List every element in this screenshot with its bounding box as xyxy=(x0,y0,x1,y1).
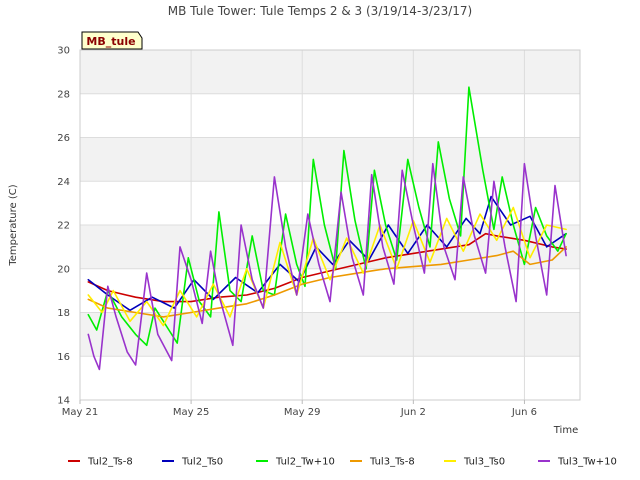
y-axis-title: Temperature (C) xyxy=(8,184,19,266)
plot-band xyxy=(80,137,580,182)
legend-label: Tul2_Ts0 xyxy=(181,457,223,468)
plot-band xyxy=(80,181,580,225)
legend-label: Tul2_Ts-8 xyxy=(87,457,133,468)
series-layer xyxy=(87,86,567,371)
chart-title: MB Tule Tower: Tule Temps 2 & 3 (3/19/14… xyxy=(168,4,472,18)
plot-area xyxy=(79,49,581,401)
axes: 14 16 18 20 22 24 26 28 30 May 21 May 25 May 29 Jun … xyxy=(57,46,537,419)
y-tick-label: 16 xyxy=(57,352,70,363)
plot-band xyxy=(80,50,580,94)
legend-label: Tul3_Ts0 xyxy=(463,457,505,468)
series-line xyxy=(87,232,567,303)
series-line xyxy=(87,162,567,371)
legend-label: Tul2_Tw+10 xyxy=(275,457,335,468)
plot-band xyxy=(80,356,580,400)
station-badge: MB_tule xyxy=(81,31,143,50)
y-tick-label: 18 xyxy=(57,308,70,319)
x-tick-label: May 21 xyxy=(62,407,99,418)
station-badge-box xyxy=(81,31,143,50)
y-tick-label: 30 xyxy=(57,46,70,57)
y-tick-label: 26 xyxy=(57,133,70,144)
plot-bands xyxy=(80,50,580,400)
x-tick-label: May 29 xyxy=(284,407,321,418)
y-tick-label: 22 xyxy=(57,221,70,232)
plot-band xyxy=(80,93,580,138)
x-tick-label: Jun 2 xyxy=(400,407,426,418)
y-tick-label: 14 xyxy=(57,396,70,407)
series-line xyxy=(87,206,567,327)
y-tick-label: 24 xyxy=(57,177,70,188)
station-badge-label: MB_tule xyxy=(86,35,135,48)
x-axis-title: Time xyxy=(553,425,578,436)
legend-label: Tul3_Ts-8 xyxy=(369,457,415,468)
legend: Tul2_Ts-8 Tul2_Ts0 Tul2_Tw+10 Tul3_Ts-8 Tul3… xyxy=(68,457,617,468)
legend-label: Tul3_Tw+10 xyxy=(557,457,617,468)
plot-band xyxy=(80,268,580,313)
x-tick-label: Jun 6 xyxy=(511,407,537,418)
y-tick-label: 20 xyxy=(57,264,70,275)
y-tick-label: 28 xyxy=(57,89,70,100)
x-tick-label: May 25 xyxy=(173,407,210,418)
